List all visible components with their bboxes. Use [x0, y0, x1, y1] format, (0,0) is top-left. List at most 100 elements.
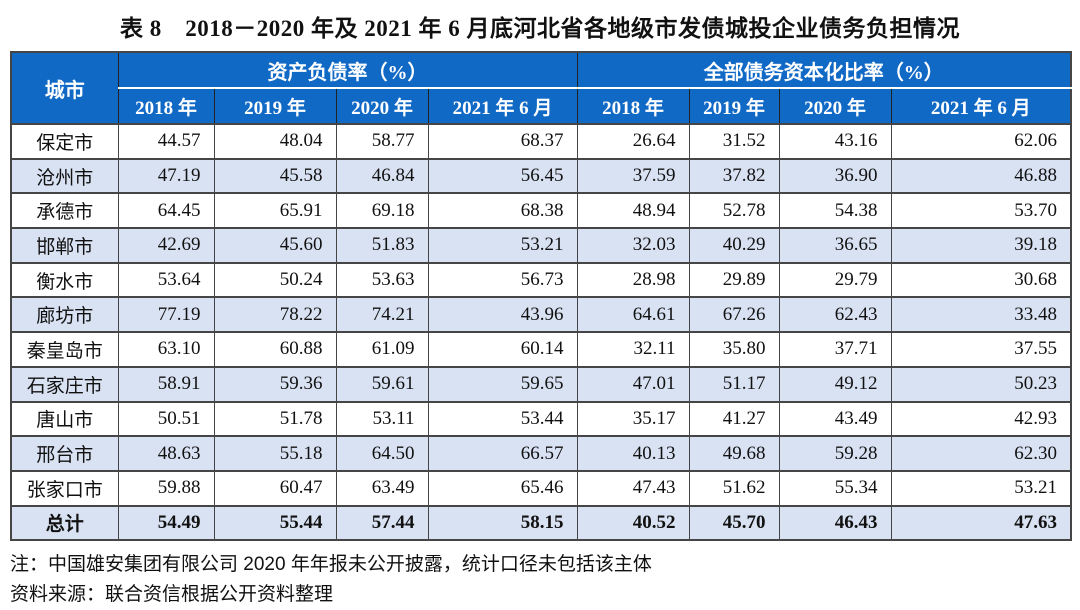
value-cell: 64.45: [117, 192, 215, 230]
value-cell: 46.43: [778, 504, 892, 542]
value-cell: 53.64: [117, 261, 215, 299]
value-cell: 40.29: [688, 227, 780, 264]
value-cell: 48.63: [117, 435, 215, 472]
value-cell: 59.61: [335, 365, 429, 403]
value-cell: 47.43: [576, 469, 690, 507]
value-cell: 62.43: [778, 296, 892, 334]
city-cell: 衡水市: [10, 261, 119, 299]
table-row: 沧州市 47.19 45.58 46.84 56.45 37.59 37.82 36.90 46…: [10, 157, 1072, 195]
value-cell: 59.88: [117, 469, 215, 507]
city-cell: 沧州市: [10, 157, 119, 195]
value-cell: 69.18: [335, 192, 429, 230]
value-cell: 43.96: [427, 296, 578, 334]
value-cell: 68.38: [427, 192, 578, 230]
value-cell: 62.30: [890, 435, 1072, 472]
value-cell: 53.63: [335, 261, 429, 299]
value-cell: 65.46: [427, 469, 578, 507]
value-cell: 57.44: [335, 504, 429, 542]
value-cell: 36.65: [778, 227, 892, 264]
value-cell: 63.49: [335, 469, 429, 507]
value-cell: 47.01: [576, 365, 690, 403]
value-cell: 74.21: [335, 296, 429, 334]
column-group-debt-capitalization-ratio: 全部债务资本化比率（%）: [576, 52, 1072, 89]
value-cell: 55.34: [778, 469, 892, 507]
value-cell: 48.04: [213, 123, 337, 160]
value-cell: 64.50: [335, 435, 429, 472]
table-row: 邯郸市 42.69 45.60 51.83 53.21 32.03 40.29 36.65 39…: [10, 227, 1072, 264]
city-cell: 唐山市: [10, 400, 119, 438]
value-cell: 53.44: [427, 400, 578, 438]
value-cell: 61.09: [335, 331, 429, 368]
value-cell: 68.37: [427, 123, 578, 160]
city-cell: 保定市: [10, 123, 119, 160]
value-cell: 51.62: [688, 469, 780, 507]
page-title: 表 8 2018－2020 年及 2021 年 6 月底河北省各地级市发债城投企…: [120, 16, 960, 41]
column-group-asset-liability-ratio: 资产负债率（%）: [117, 52, 578, 89]
city-cell: 张家口市: [10, 469, 119, 507]
value-cell: 47.63: [890, 504, 1072, 542]
column-header-alr-2018: 2018 年: [117, 88, 215, 124]
value-cell: 51.78: [213, 400, 337, 438]
column-header-city: 城市: [10, 52, 119, 124]
value-cell: 62.06: [890, 123, 1072, 160]
city-cell: 总计: [10, 504, 119, 542]
value-cell: 43.16: [778, 123, 892, 160]
value-cell: 60.88: [213, 331, 337, 368]
value-cell: 64.61: [576, 296, 690, 334]
table-row: 保定市 44.57 48.04 58.77 68.37 26.64 31.52 43.16 62…: [10, 123, 1072, 160]
value-cell: 31.52: [688, 123, 780, 160]
column-header-dcr-2020: 2020 年: [778, 88, 892, 124]
value-cell: 53.11: [335, 400, 429, 438]
value-cell: 59.36: [213, 365, 337, 403]
source-note: 资料来源：联合资信根据公开资料整理: [10, 584, 334, 606]
column-header-dcr-2021jun: 2021 年 6 月: [890, 88, 1072, 124]
value-cell: 33.48: [890, 296, 1072, 334]
value-cell: 54.38: [778, 192, 892, 230]
value-cell: 48.94: [576, 192, 690, 230]
value-cell: 55.18: [213, 435, 337, 472]
value-cell: 58.91: [117, 365, 215, 403]
value-cell: 45.60: [213, 227, 337, 264]
value-cell: 29.89: [688, 261, 780, 299]
value-cell: 67.26: [688, 296, 780, 334]
value-cell: 29.79: [778, 261, 892, 299]
value-cell: 59.28: [778, 435, 892, 472]
value-cell: 65.91: [213, 192, 337, 230]
value-cell: 46.88: [890, 157, 1072, 195]
value-cell: 47.19: [117, 157, 215, 195]
city-cell: 廊坊市: [10, 296, 119, 334]
column-header-alr-2020: 2020 年: [335, 88, 429, 124]
city-cell: 秦皇岛市: [10, 331, 119, 368]
table-body: 保定市 44.57 48.04 58.77 68.37 26.64 31.52 43.16 62…: [10, 123, 1072, 542]
value-cell: 51.83: [335, 227, 429, 264]
value-cell: 56.73: [427, 261, 578, 299]
value-cell: 45.70: [688, 504, 780, 542]
value-cell: 60.14: [427, 331, 578, 368]
value-cell: 26.64: [576, 123, 690, 160]
table-row: 张家口市 59.88 60.47 63.49 65.46 47.43 51.62 55.34 5…: [10, 469, 1072, 507]
table-header: 城市 资产负债率（%） 全部债务资本化比率（%） 2018 年 2019 年 2…: [10, 52, 1072, 124]
table-row: 邢台市 48.63 55.18 64.50 66.57 40.13 49.68 59.28 62…: [10, 435, 1072, 472]
value-cell: 42.69: [117, 227, 215, 264]
value-cell: 40.52: [576, 504, 690, 542]
table-row: 衡水市 53.64 50.24 53.63 56.73 28.98 29.89 29.79 30…: [10, 261, 1072, 299]
value-cell: 63.10: [117, 331, 215, 368]
value-cell: 53.21: [890, 469, 1072, 507]
footnote: 注：中国雄安集团有限公司 2020 年年报未公开披露，统计口径未包括该主体: [10, 554, 652, 576]
value-cell: 36.90: [778, 157, 892, 195]
group-header-row: 城市 资产负债率（%） 全部债务资本化比率（%）: [10, 52, 1072, 124]
value-cell: 40.13: [576, 435, 690, 472]
value-cell: 37.82: [688, 157, 780, 195]
value-cell: 58.77: [335, 123, 429, 160]
value-cell: 56.45: [427, 157, 578, 195]
value-cell: 50.51: [117, 400, 215, 438]
value-cell: 32.11: [576, 331, 690, 368]
city-cell: 石家庄市: [10, 365, 119, 403]
value-cell: 44.57: [117, 123, 215, 160]
value-cell: 53.21: [427, 227, 578, 264]
value-cell: 58.15: [427, 504, 578, 542]
column-header-dcr-2019: 2019 年: [688, 88, 780, 124]
city-cell: 承德市: [10, 192, 119, 230]
value-cell: 37.71: [778, 331, 892, 368]
value-cell: 42.93: [890, 400, 1072, 438]
